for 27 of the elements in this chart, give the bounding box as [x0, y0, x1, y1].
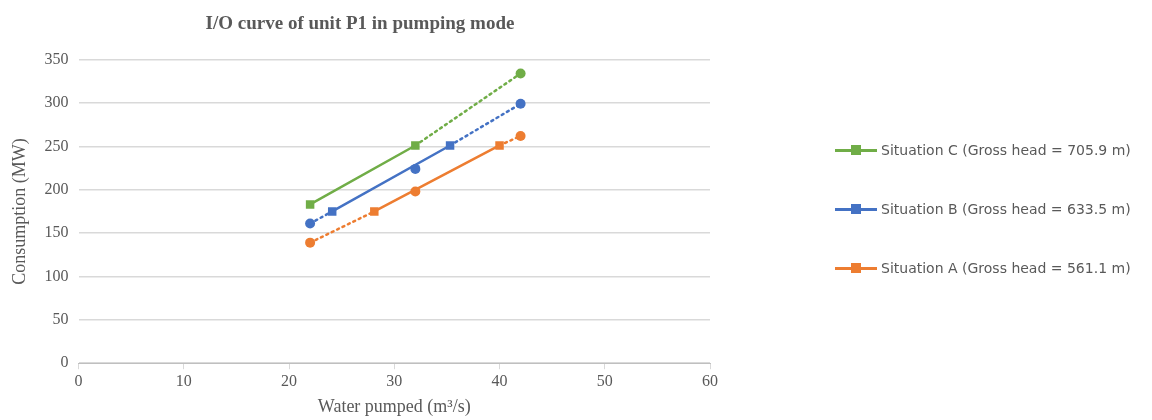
x-tick-label: 60 [702, 372, 718, 389]
y-tick-label: 0 [60, 353, 69, 371]
point [411, 141, 420, 150]
legend-label: Situation B (Gross head = 633.5 m) [881, 201, 1131, 217]
y-tick-label: 250 [44, 136, 69, 154]
x-tick-label: 10 [175, 372, 192, 389]
y-tick-label: 150 [44, 223, 69, 241]
point [495, 141, 504, 150]
x-axis-title: Water pumped (m³/s) [317, 395, 471, 417]
y-axis-title: Consumption (MW) [8, 138, 30, 285]
x-tick-label: 40 [491, 372, 508, 389]
x-tick-label: 50 [596, 372, 613, 389]
legend-label: Situation A (Gross head = 561.1 m) [881, 260, 1131, 276]
point [305, 200, 315, 209]
chart-title: I/O curve of unit P1 in pumping mode [204, 12, 516, 34]
point [370, 207, 379, 216]
y-tick-label: 200 [44, 179, 69, 197]
x-tick-label: 0 [74, 372, 83, 389]
legend-label: Situation C (Gross head = 705.9 m) [881, 142, 1131, 158]
point [445, 141, 455, 150]
y-tick-label: 300 [44, 93, 69, 111]
x-tick-label: 30 [386, 372, 403, 389]
point [327, 207, 337, 216]
y-tick-label: 50 [52, 310, 69, 328]
y-tick-label: 100 [44, 266, 69, 284]
y-tick-label: 350 [44, 49, 69, 67]
x-tick-label: 20 [281, 372, 298, 389]
